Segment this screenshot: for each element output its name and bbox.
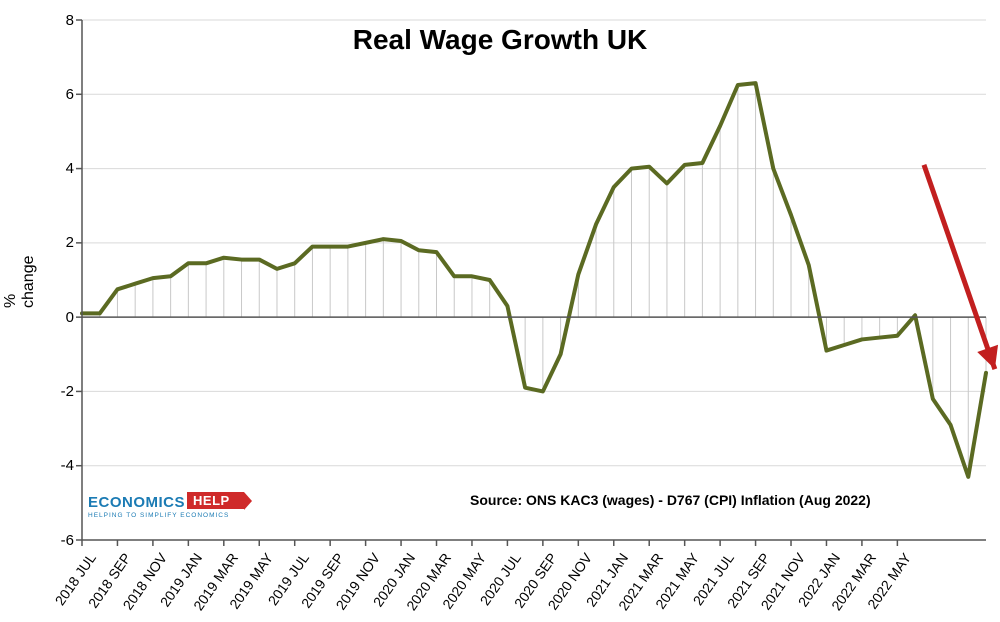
y-tick-label: -2 (38, 383, 74, 400)
y-tick-label: 4 (38, 160, 74, 177)
y-tick-label: 8 (38, 12, 74, 29)
y-tick-label: 6 (38, 86, 74, 103)
y-tick-label: -4 (38, 457, 74, 474)
chart-container: Real Wage Growth UK % change Source: ONS… (0, 0, 1000, 622)
y-tick-label: 0 (38, 309, 74, 326)
y-tick-label: -6 (38, 532, 74, 549)
plot-svg (0, 0, 1000, 622)
y-tick-label: 2 (38, 234, 74, 251)
